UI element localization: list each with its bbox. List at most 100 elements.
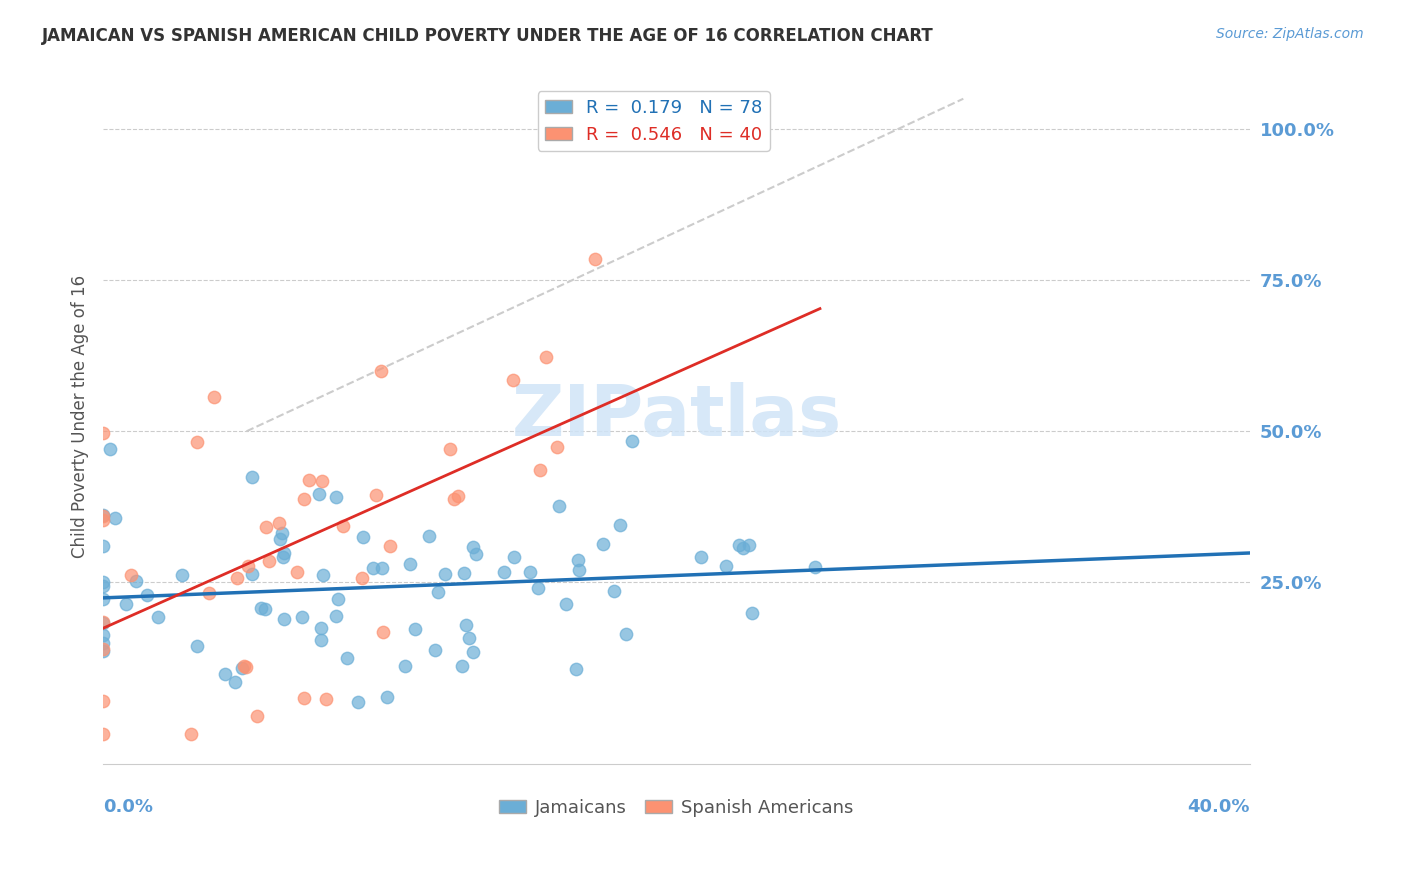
Spanish Americans — [254, 519, 277, 533]
Spanish Americans — [311, 474, 333, 488]
Legend: Jamaicans, Spanish Americans: Jamaicans, Spanish Americans — [492, 792, 860, 824]
Jamaicans — [492, 565, 515, 579]
Spanish Americans — [257, 553, 280, 567]
Jamaicans — [146, 609, 169, 624]
Jamaicans — [394, 659, 416, 673]
Spanish Americans — [285, 565, 308, 579]
Spanish Americans — [202, 390, 225, 404]
Jamaicans — [454, 618, 477, 632]
Text: 0.0%: 0.0% — [103, 798, 153, 816]
Spanish Americans — [120, 568, 142, 582]
Jamaicans — [271, 549, 294, 564]
Jamaicans — [602, 584, 624, 599]
Spanish Americans — [235, 660, 257, 674]
Spanish Americans — [198, 586, 221, 600]
Jamaicans — [347, 695, 370, 709]
Jamaicans — [231, 661, 253, 675]
Spanish Americans — [91, 508, 114, 523]
Jamaicans — [519, 565, 541, 579]
Jamaicans — [91, 636, 114, 650]
Jamaicans — [136, 589, 159, 603]
Jamaicans — [104, 510, 127, 524]
Spanish Americans — [91, 513, 114, 527]
Spanish Americans — [332, 519, 354, 533]
Jamaicans — [741, 607, 763, 621]
Jamaicans — [253, 601, 276, 615]
Jamaicans — [325, 608, 347, 623]
Jamaicans — [91, 591, 114, 606]
Spanish Americans — [226, 571, 249, 585]
Jamaicans — [453, 566, 475, 580]
Spanish Americans — [443, 492, 465, 507]
Text: JAMAICAN VS SPANISH AMERICAN CHILD POVERTY UNDER THE AGE OF 16 CORRELATION CHART: JAMAICAN VS SPANISH AMERICAN CHILD POVER… — [42, 27, 934, 45]
Spanish Americans — [378, 539, 401, 553]
Jamaicans — [273, 545, 295, 559]
Jamaicans — [434, 567, 457, 582]
Spanish Americans — [373, 624, 395, 639]
Jamaicans — [269, 533, 291, 547]
Jamaicans — [461, 541, 484, 555]
Jamaicans — [465, 547, 488, 561]
Jamaicans — [352, 530, 374, 544]
Jamaicans — [312, 568, 335, 582]
Spanish Americans — [180, 726, 202, 740]
Jamaicans — [363, 561, 385, 575]
Jamaicans — [690, 549, 713, 564]
Jamaicans — [273, 612, 295, 626]
Spanish Americans — [546, 440, 568, 454]
Jamaicans — [738, 538, 761, 552]
Jamaicans — [91, 644, 114, 658]
Jamaicans — [91, 539, 114, 553]
Jamaicans — [592, 537, 614, 551]
Jamaicans — [250, 601, 273, 615]
Jamaicans — [91, 575, 114, 590]
Jamaicans — [503, 549, 526, 564]
Jamaicans — [370, 561, 392, 575]
Jamaicans — [554, 597, 576, 611]
Spanish Americans — [292, 691, 315, 706]
Text: ZIPatlas: ZIPatlas — [512, 382, 842, 450]
Jamaicans — [98, 442, 121, 457]
Jamaicans — [426, 584, 449, 599]
Spanish Americans — [534, 350, 557, 364]
Jamaicans — [398, 557, 420, 571]
Jamaicans — [290, 609, 312, 624]
Spanish Americans — [583, 252, 606, 266]
Jamaicans — [404, 622, 426, 636]
Jamaicans — [609, 518, 631, 533]
Spanish Americans — [352, 572, 374, 586]
Text: 40.0%: 40.0% — [1188, 798, 1250, 816]
Jamaicans — [731, 541, 754, 555]
Jamaicans — [308, 486, 330, 500]
Jamaicans — [803, 559, 825, 574]
Spanish Americans — [446, 489, 468, 503]
Jamaicans — [714, 559, 737, 574]
Jamaicans — [621, 434, 644, 448]
Jamaicans — [309, 621, 332, 635]
Jamaicans — [271, 526, 294, 541]
Spanish Americans — [439, 442, 461, 456]
Jamaicans — [115, 598, 138, 612]
Jamaicans — [91, 615, 114, 630]
Spanish Americans — [91, 615, 114, 630]
Spanish Americans — [91, 694, 114, 708]
Jamaicans — [336, 650, 359, 665]
Jamaicans — [375, 690, 398, 704]
Y-axis label: Child Poverty Under the Age of 16: Child Poverty Under the Age of 16 — [72, 275, 89, 558]
Jamaicans — [125, 574, 148, 588]
Spanish Americans — [297, 473, 319, 487]
Spanish Americans — [529, 462, 551, 476]
Jamaicans — [91, 628, 114, 642]
Jamaicans — [418, 529, 440, 543]
Jamaicans — [170, 567, 193, 582]
Spanish Americans — [233, 659, 256, 673]
Jamaicans — [451, 659, 474, 673]
Spanish Americans — [238, 559, 260, 574]
Spanish Americans — [370, 364, 392, 378]
Jamaicans — [91, 579, 114, 593]
Jamaicans — [240, 469, 263, 483]
Jamaicans — [91, 508, 114, 522]
Jamaicans — [527, 582, 550, 596]
Spanish Americans — [186, 434, 208, 449]
Jamaicans — [325, 490, 347, 504]
